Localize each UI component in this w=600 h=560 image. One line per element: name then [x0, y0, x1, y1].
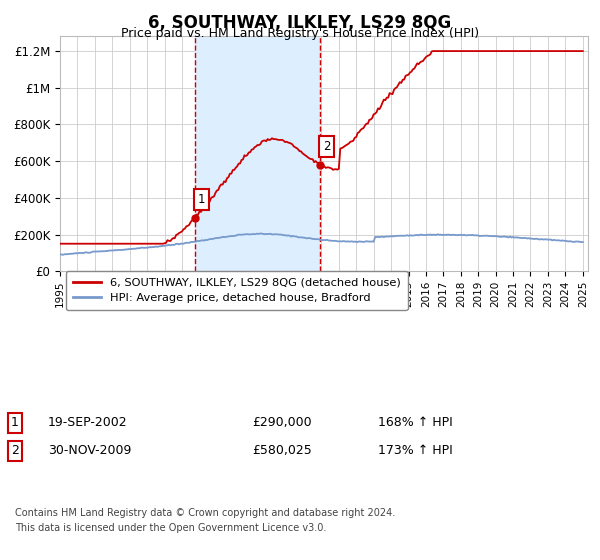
Text: £580,025: £580,025 — [252, 444, 312, 458]
Text: 19-SEP-2002: 19-SEP-2002 — [48, 416, 128, 430]
Text: 6, SOUTHWAY, ILKLEY, LS29 8QG: 6, SOUTHWAY, ILKLEY, LS29 8QG — [148, 14, 452, 32]
Bar — [194, 36, 320, 271]
Text: 1: 1 — [198, 193, 205, 206]
Text: This data is licensed under the Open Government Licence v3.0.: This data is licensed under the Open Gov… — [15, 523, 326, 533]
Text: Price paid vs. HM Land Registry's House Price Index (HPI): Price paid vs. HM Land Registry's House … — [121, 27, 479, 40]
Legend: 6, SOUTHWAY, ILKLEY, LS29 8QG (detached house), HPI: Average price, detached hou: 6, SOUTHWAY, ILKLEY, LS29 8QG (detached … — [65, 271, 407, 310]
Text: £290,000: £290,000 — [252, 416, 311, 430]
Text: 168% ↑ HPI: 168% ↑ HPI — [378, 416, 453, 430]
Text: 2: 2 — [11, 444, 19, 458]
Text: Contains HM Land Registry data © Crown copyright and database right 2024.: Contains HM Land Registry data © Crown c… — [15, 508, 395, 518]
Text: 173% ↑ HPI: 173% ↑ HPI — [378, 444, 453, 458]
Text: 1: 1 — [11, 416, 19, 430]
Text: 2: 2 — [323, 140, 331, 153]
Text: 30-NOV-2009: 30-NOV-2009 — [48, 444, 131, 458]
